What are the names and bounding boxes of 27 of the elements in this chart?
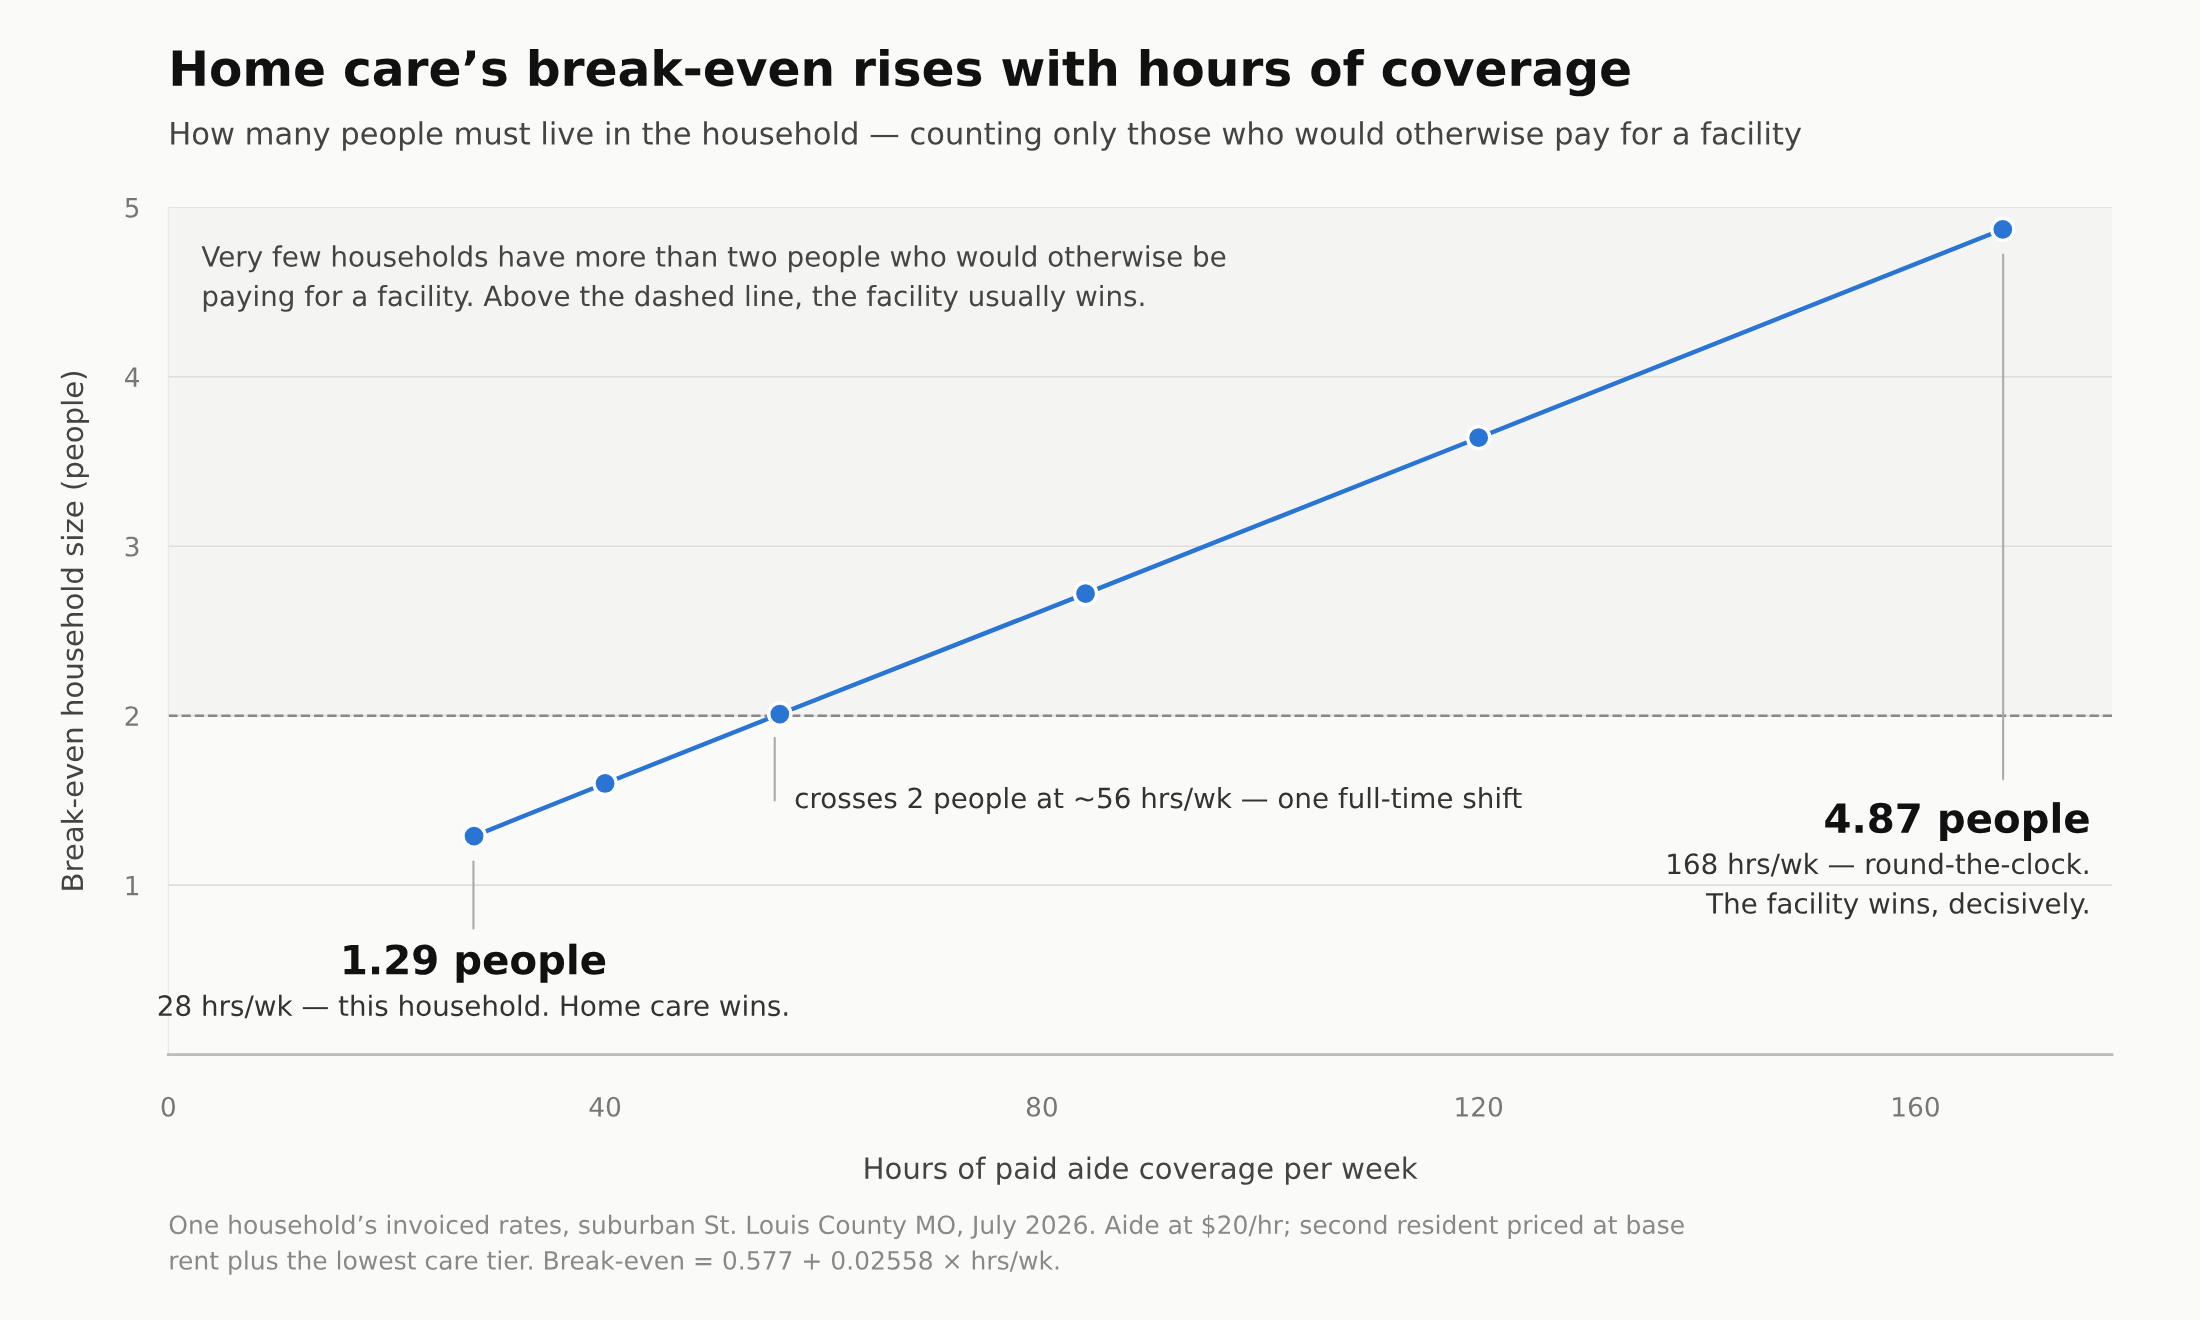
point [461,823,487,849]
point [1989,216,2016,243]
x-tick-label: 160 [1893,1096,1939,1117]
x-tick-label: 80 [1026,1096,1057,1117]
annotation: crosses 2 people at ~56 hrs/wk — one full-time shift [795,787,1522,814]
point [592,770,618,797]
annotation: Very few households have more than two people who would otherwise be paying for a facility. Above the dashed line, the facility usually wins. [201,245,1226,312]
y-tick-label: 2 [125,706,138,726]
y-tick-label: 4 [125,367,140,387]
y-tick-label: 3 [125,536,139,557]
annotation: 4.87 people [1825,802,2089,842]
annotation: 168 hrs/wk — round-the-clock. The facility wins, decisively. [1668,852,2088,920]
point [1465,424,1492,451]
x-axis-title: Hours of paid aide coverage per week [865,1156,1418,1185]
text: One household’s invoiced rates, suburban St. Louis County MO, July 2026. Aide at $20/hr; second resident priced at base rent plus the lowest care tier. Break-even = 0.577 + 0.02558 × hrs/wk. [169,1214,1684,1275]
x-tick-label: 40 [589,1096,621,1117]
x-tick-label: 0 [161,1096,175,1117]
chart-subtitle: How many people must live in the household — counting only those who would otherwise pay for a facility [171,121,1802,151]
annotation: 28 hrs/wk — this household. Home care wins. [158,994,788,1019]
point [766,701,793,727]
x-tick-label: 120 [1456,1096,1503,1117]
point [1072,580,1099,607]
annotation: 1.29 people [344,943,606,983]
y-axis-title: Break-even household size (people) [60,371,90,890]
chart-title: Home care’s break-even rises with hours of coverage [172,48,1630,97]
y-tick-label: 1 [126,875,139,896]
y-tick-label: 5 [125,198,139,218]
